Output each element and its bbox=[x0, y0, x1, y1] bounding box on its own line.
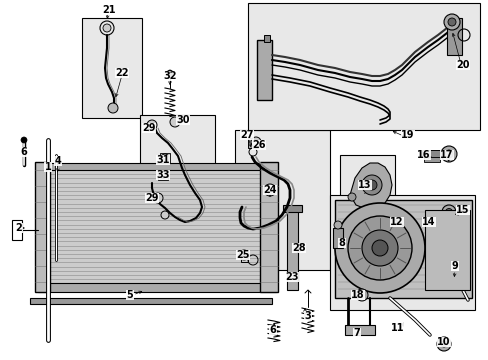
Polygon shape bbox=[40, 168, 271, 285]
Bar bbox=[424, 210, 469, 290]
Text: 15: 15 bbox=[455, 205, 469, 215]
Bar bbox=[38, 283, 275, 292]
Bar bbox=[257, 40, 271, 100]
Text: 22: 22 bbox=[115, 68, 128, 78]
Bar bbox=[158, 170, 168, 180]
Circle shape bbox=[445, 208, 451, 216]
Text: 6: 6 bbox=[269, 325, 276, 335]
Text: 19: 19 bbox=[401, 130, 414, 140]
Circle shape bbox=[167, 70, 173, 76]
Bar bbox=[423, 208, 439, 215]
Circle shape bbox=[108, 103, 118, 113]
Text: 26: 26 bbox=[252, 140, 265, 150]
Bar bbox=[329, 195, 474, 310]
Bar bbox=[12, 220, 22, 240]
Circle shape bbox=[366, 180, 376, 190]
Bar bbox=[172, 118, 180, 123]
Text: 28: 28 bbox=[292, 243, 305, 253]
Circle shape bbox=[441, 205, 455, 219]
Text: 16: 16 bbox=[416, 150, 430, 160]
Text: 29: 29 bbox=[145, 193, 159, 203]
Circle shape bbox=[153, 193, 163, 203]
Text: 29: 29 bbox=[142, 123, 156, 133]
Circle shape bbox=[334, 203, 424, 293]
Circle shape bbox=[147, 120, 157, 130]
Circle shape bbox=[347, 193, 355, 201]
Bar bbox=[334, 200, 471, 298]
Bar bbox=[140, 115, 215, 230]
Bar bbox=[235, 130, 329, 270]
Bar bbox=[264, 35, 269, 42]
Text: 27: 27 bbox=[240, 130, 253, 140]
Bar bbox=[283, 205, 302, 212]
Circle shape bbox=[250, 137, 261, 147]
Circle shape bbox=[440, 341, 446, 347]
Polygon shape bbox=[349, 163, 391, 209]
Text: 11: 11 bbox=[390, 323, 404, 333]
Bar bbox=[339, 155, 394, 215]
Circle shape bbox=[159, 171, 166, 179]
Bar bbox=[35, 162, 50, 292]
Circle shape bbox=[333, 221, 341, 229]
Circle shape bbox=[103, 24, 111, 32]
Circle shape bbox=[361, 230, 397, 266]
Text: 32: 32 bbox=[163, 71, 176, 81]
Circle shape bbox=[447, 18, 455, 26]
Text: 13: 13 bbox=[358, 180, 371, 190]
Bar bbox=[332, 228, 342, 248]
Bar bbox=[241, 255, 247, 262]
Text: 9: 9 bbox=[451, 261, 457, 271]
Text: 3: 3 bbox=[304, 311, 311, 321]
Text: 2: 2 bbox=[16, 223, 22, 233]
Bar bbox=[286, 210, 297, 290]
Bar bbox=[446, 18, 461, 55]
Text: 20: 20 bbox=[455, 60, 469, 70]
Text: 14: 14 bbox=[421, 217, 435, 227]
Text: 33: 33 bbox=[156, 170, 169, 180]
Text: 18: 18 bbox=[350, 290, 364, 300]
Circle shape bbox=[371, 240, 387, 256]
Bar bbox=[30, 298, 271, 304]
Text: 10: 10 bbox=[436, 337, 450, 347]
Bar bbox=[421, 150, 441, 157]
Text: 24: 24 bbox=[263, 185, 276, 195]
Circle shape bbox=[355, 289, 367, 301]
Circle shape bbox=[161, 154, 169, 162]
Text: 5: 5 bbox=[126, 290, 133, 300]
Circle shape bbox=[264, 184, 275, 196]
Bar bbox=[345, 325, 374, 335]
Bar bbox=[247, 3, 479, 130]
Bar bbox=[423, 157, 439, 162]
Text: 17: 17 bbox=[439, 150, 453, 160]
Bar bbox=[421, 215, 441, 222]
Text: 8: 8 bbox=[338, 238, 345, 248]
Circle shape bbox=[347, 216, 411, 280]
Circle shape bbox=[443, 14, 459, 30]
Bar bbox=[82, 18, 142, 118]
Circle shape bbox=[161, 211, 169, 219]
Text: 31: 31 bbox=[156, 155, 169, 165]
Circle shape bbox=[436, 337, 450, 351]
Text: 4: 4 bbox=[55, 156, 61, 166]
Bar bbox=[260, 162, 278, 292]
Circle shape bbox=[267, 188, 272, 193]
Circle shape bbox=[361, 175, 381, 195]
Text: 21: 21 bbox=[102, 5, 116, 15]
Bar bbox=[247, 138, 258, 148]
Text: 6: 6 bbox=[20, 147, 27, 157]
Circle shape bbox=[21, 137, 27, 143]
Text: 12: 12 bbox=[389, 217, 403, 227]
Circle shape bbox=[440, 146, 456, 162]
Text: 25: 25 bbox=[236, 250, 249, 260]
Circle shape bbox=[170, 117, 180, 127]
Bar bbox=[38, 163, 275, 170]
Text: 7: 7 bbox=[353, 328, 360, 338]
Text: 1: 1 bbox=[44, 162, 51, 172]
Text: 23: 23 bbox=[285, 272, 298, 282]
Text: 30: 30 bbox=[176, 115, 189, 125]
Bar bbox=[160, 153, 170, 163]
Circle shape bbox=[444, 150, 452, 158]
